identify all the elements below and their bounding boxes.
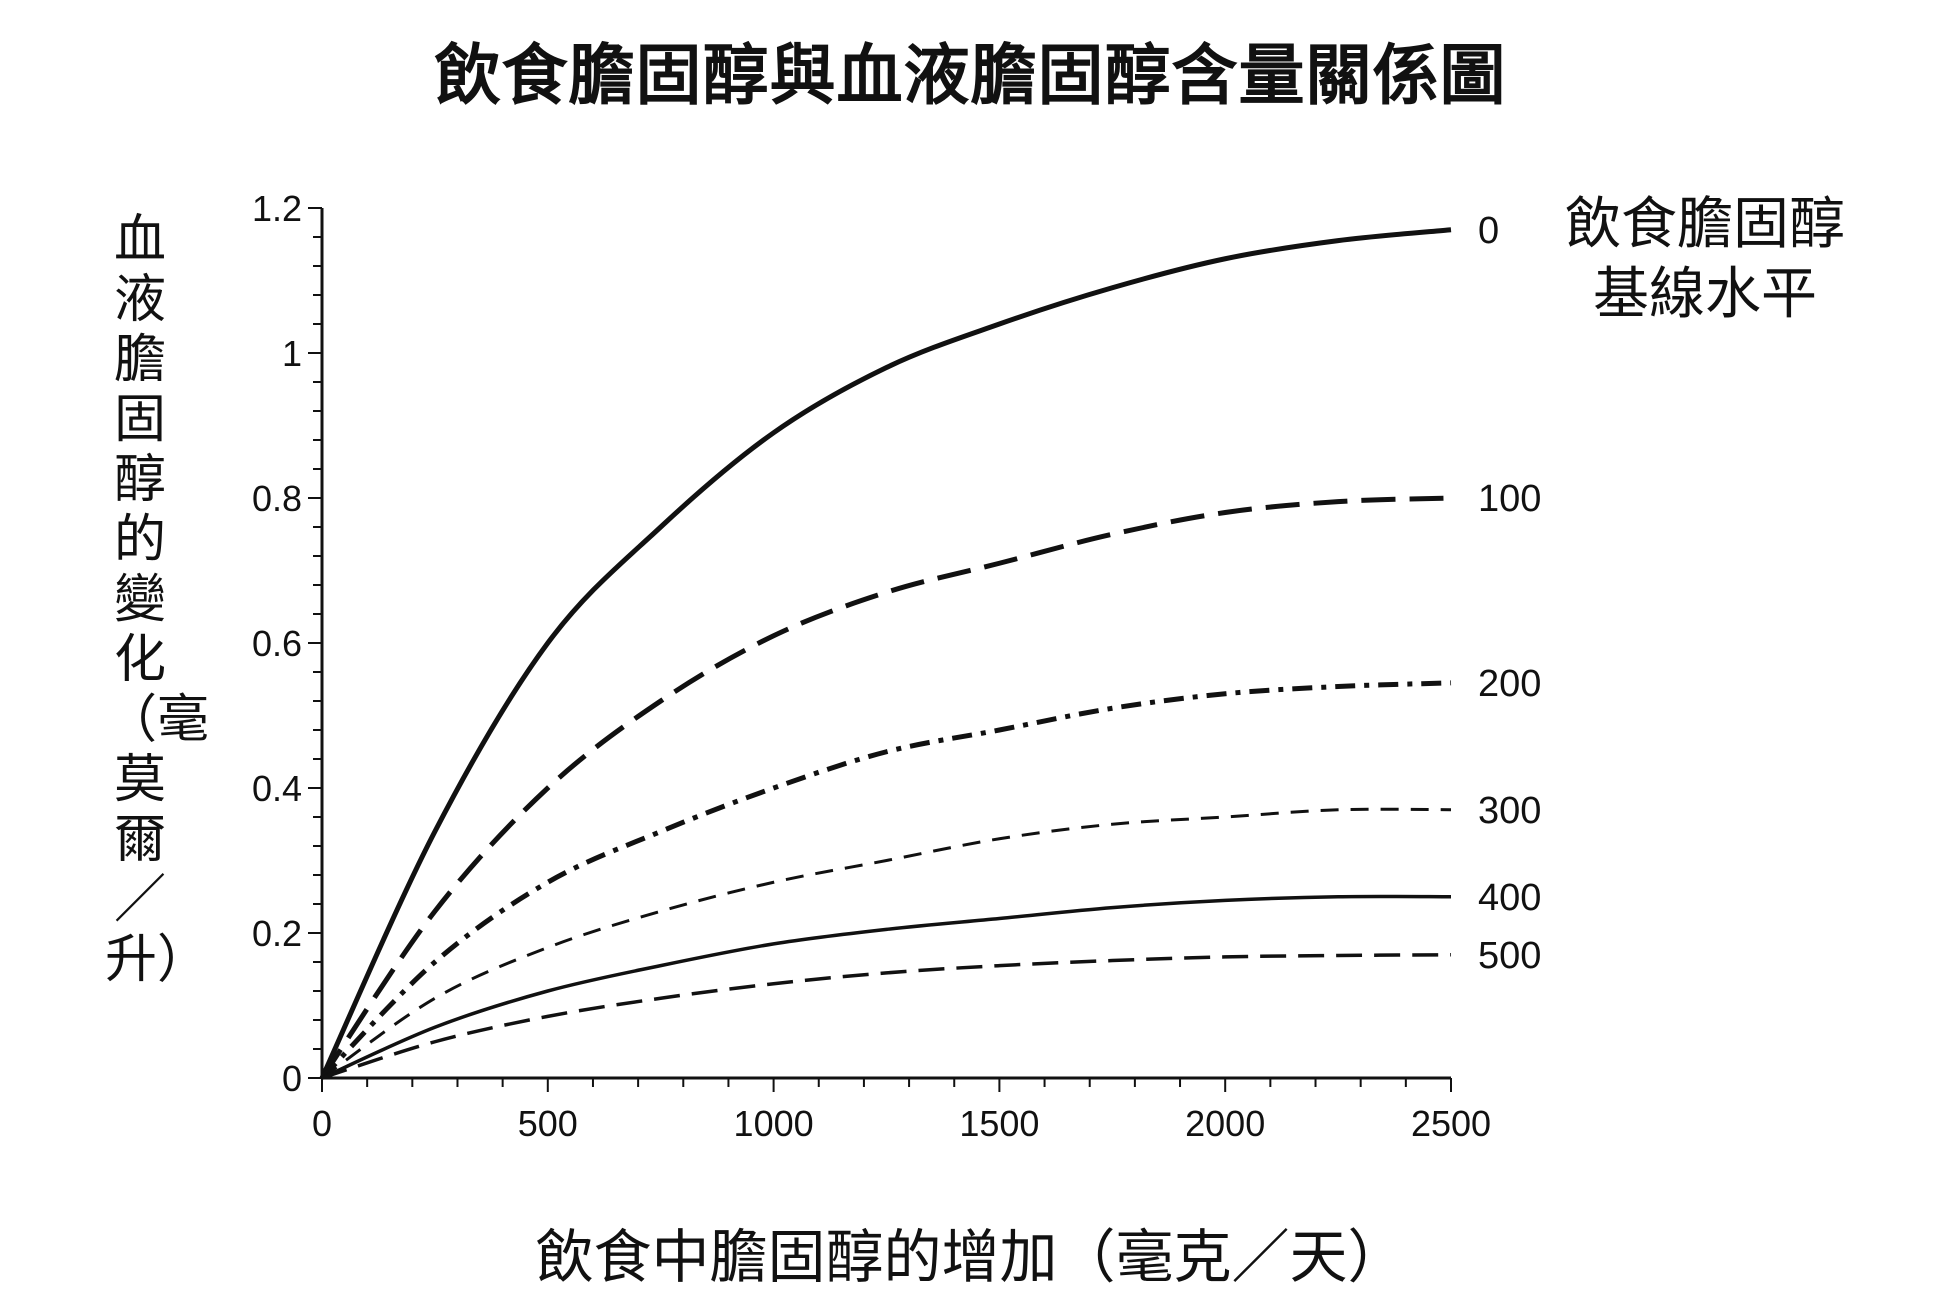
series-line-300 bbox=[321, 807, 1452, 1080]
series-line-0 bbox=[319, 227, 1452, 1080]
series-label-500: 500 bbox=[1478, 935, 1541, 977]
series-line-500 bbox=[321, 953, 1452, 1080]
series-labels: 0 100 200 300 400 500 bbox=[1478, 210, 1541, 977]
y-tick-label: 1.2 bbox=[252, 188, 302, 229]
axes: 0 500 1000 1500 2000 2500 0 0.2 0.4 0.6 0.8 1 1.2 bbox=[252, 188, 1491, 1144]
y-tick-label: 0 bbox=[282, 1058, 302, 1099]
series-label-0: 0 bbox=[1478, 210, 1499, 252]
y-tick-label: 0.4 bbox=[252, 768, 302, 809]
series-label-200: 200 bbox=[1478, 663, 1541, 705]
x-tick-label: 1000 bbox=[734, 1103, 814, 1144]
legend-title-line-1: 飲食膽固醇 bbox=[1565, 192, 1845, 257]
y-tick-label: 1 bbox=[282, 333, 302, 374]
series-group bbox=[319, 227, 1452, 1080]
x-axis-label: 飲食中膽固醇的增加（毫克／天） bbox=[535, 1223, 1406, 1291]
x-tick-label: 500 bbox=[518, 1103, 578, 1144]
x-tick-label: 0 bbox=[312, 1103, 332, 1144]
series-line-400 bbox=[321, 894, 1452, 1080]
y-tick-label: 0.8 bbox=[252, 478, 302, 519]
series-line-100 bbox=[319, 495, 1452, 1080]
series-label-400: 400 bbox=[1478, 877, 1541, 919]
series-line-200 bbox=[320, 680, 1452, 1080]
y-tick-label: 0.6 bbox=[252, 623, 302, 664]
chart-title: 飲食膽固醇與血液膽固醇含量關係圖 bbox=[434, 37, 1507, 114]
y-axis-label: 血液膽固醇的變化（毫莫爾／升） bbox=[105, 210, 210, 990]
x-tick-label: 1500 bbox=[959, 1103, 1039, 1144]
series-label-300: 300 bbox=[1478, 790, 1541, 832]
x-tick-label: 2000 bbox=[1185, 1103, 1265, 1144]
x-tick-label: 2500 bbox=[1411, 1103, 1491, 1144]
legend-title: 飲食膽固醇 基線水平 bbox=[1535, 190, 1875, 330]
y-tick-label: 0.2 bbox=[252, 913, 302, 954]
series-label-100: 100 bbox=[1478, 478, 1541, 520]
legend-title-line-2: 基線水平 bbox=[1593, 262, 1817, 327]
